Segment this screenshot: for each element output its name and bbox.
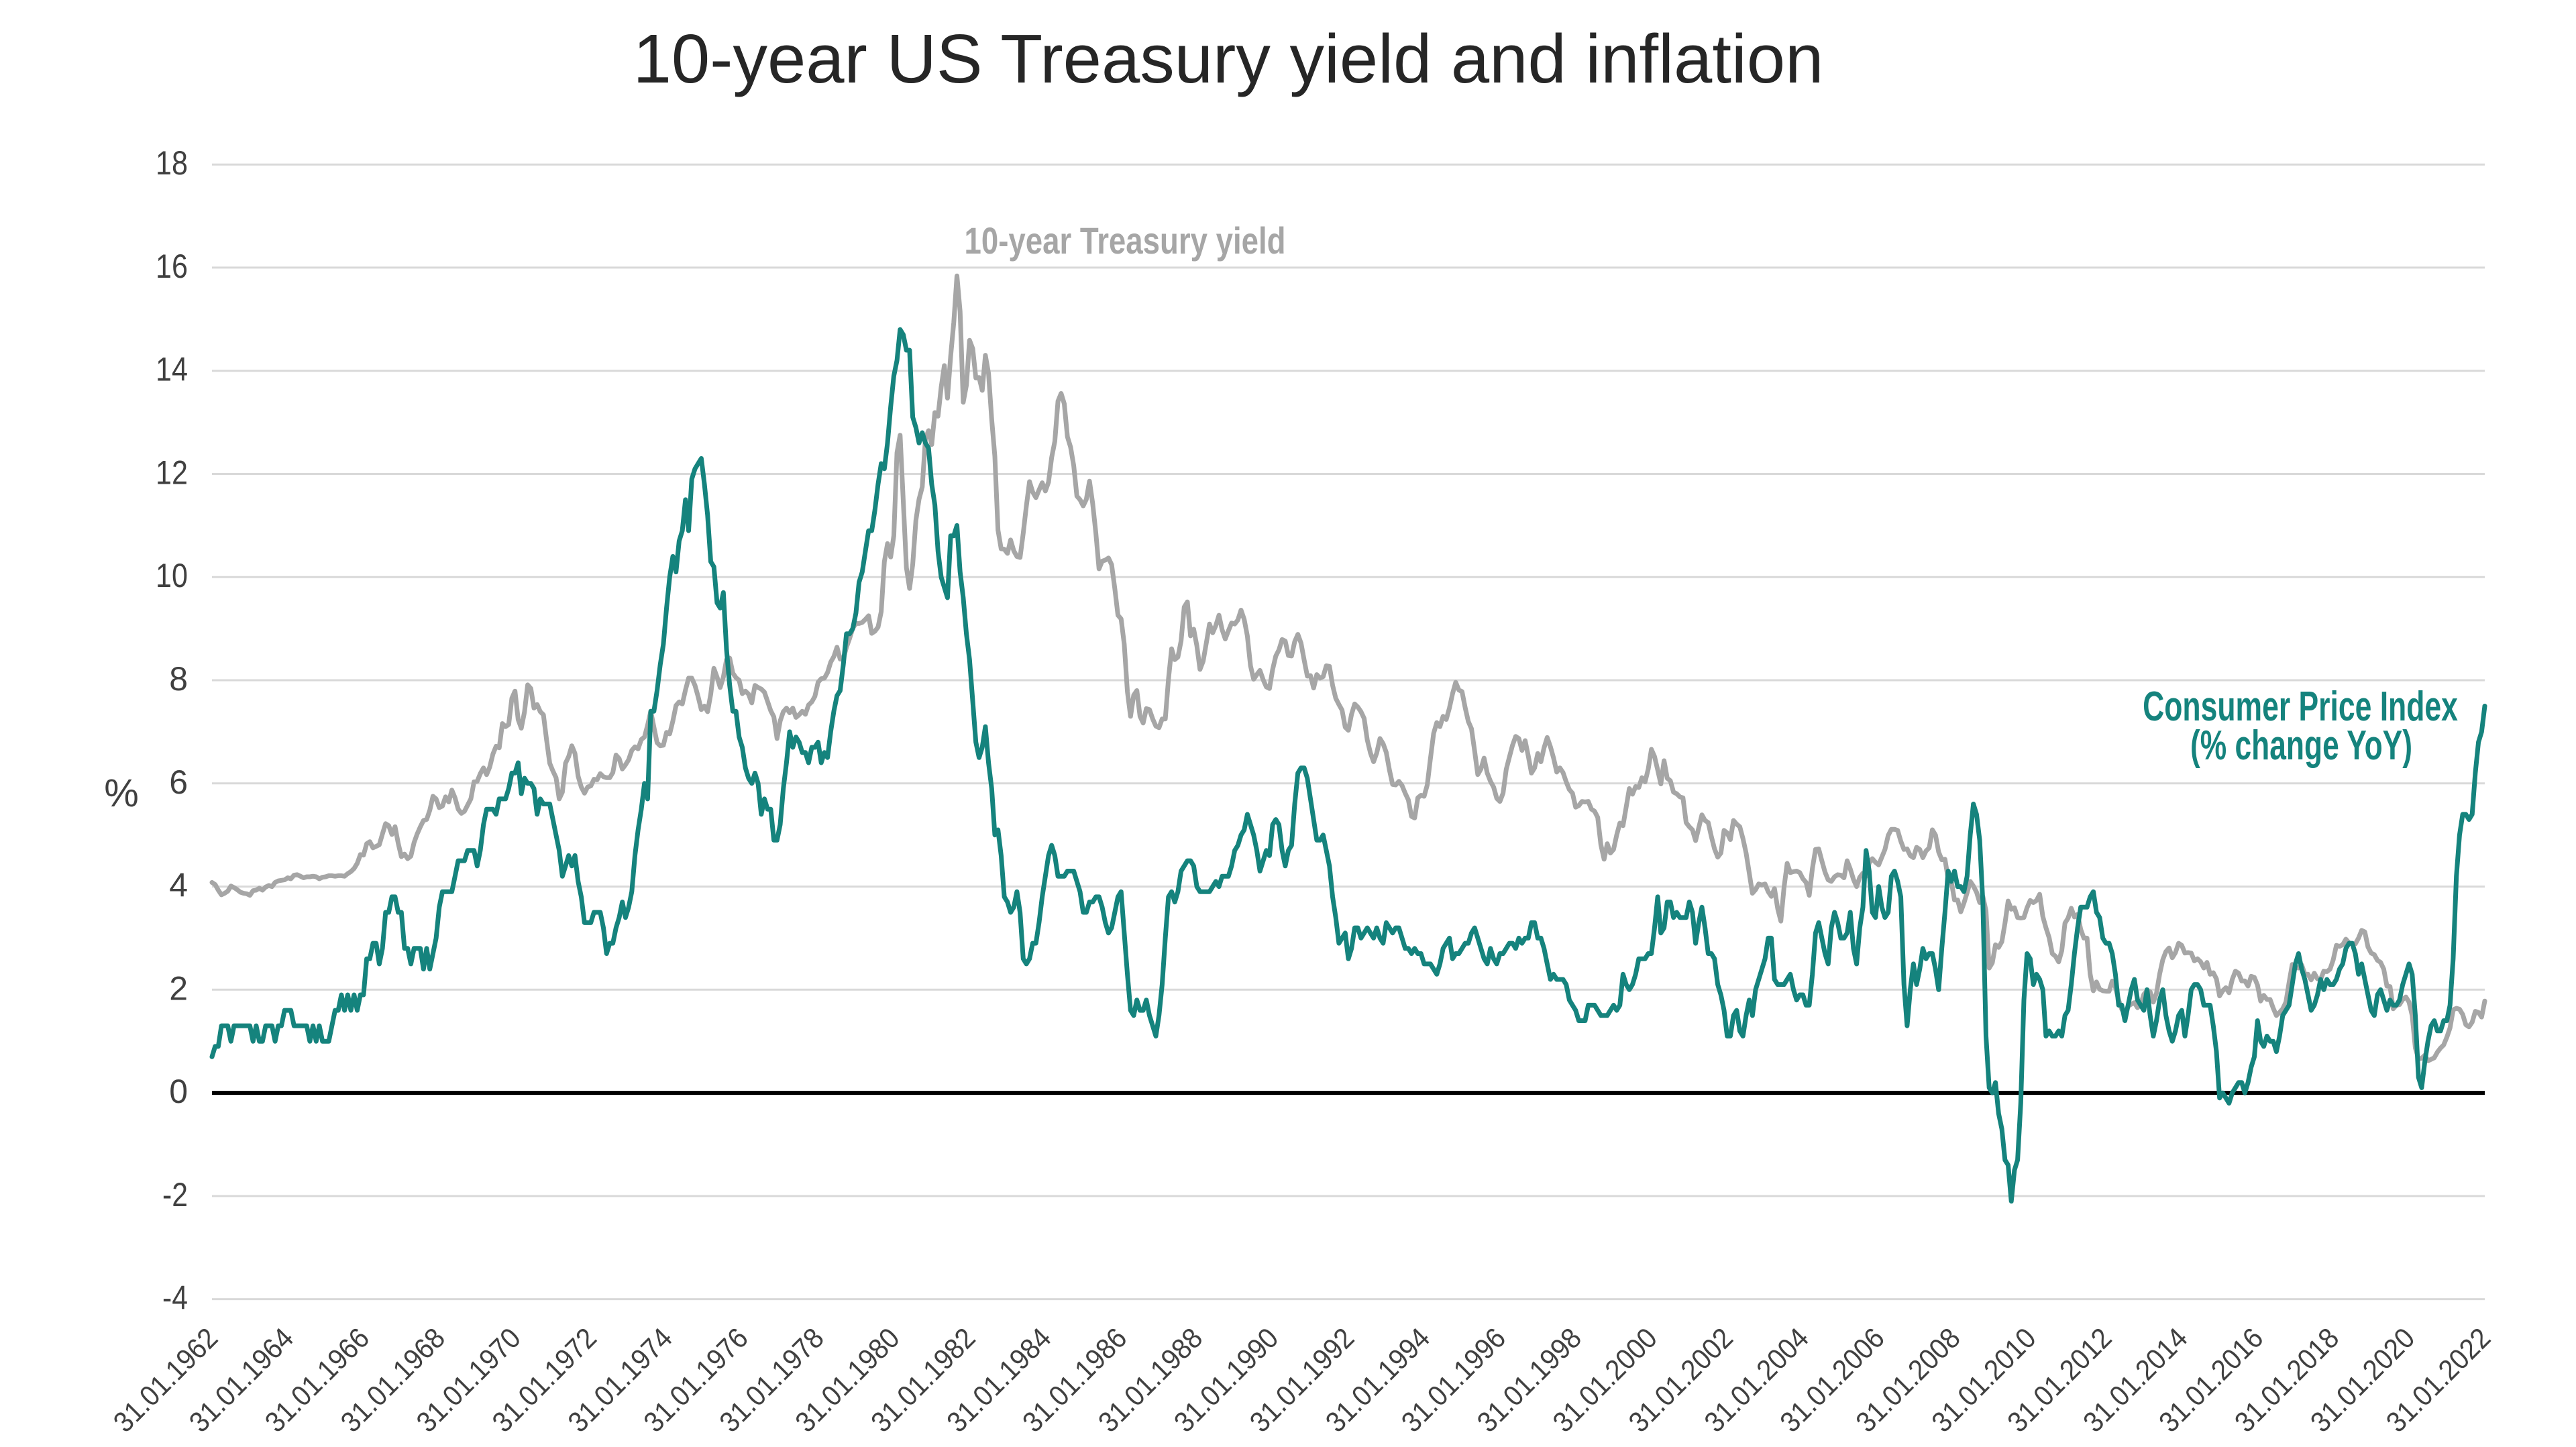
svg-text:10: 10 xyxy=(156,557,188,594)
svg-text:6: 6 xyxy=(169,763,188,801)
svg-text:%: % xyxy=(104,771,139,815)
svg-text:10-year US Treasury yield and: 10-year US Treasury yield and inflation xyxy=(633,20,1824,97)
svg-text:Consumer Price Index: Consumer Price Index xyxy=(2143,684,2458,730)
svg-text:14: 14 xyxy=(156,351,188,388)
svg-text:2: 2 xyxy=(169,969,188,1007)
svg-text:0: 0 xyxy=(169,1073,188,1110)
svg-text:18: 18 xyxy=(156,144,188,182)
svg-text:8: 8 xyxy=(169,660,188,698)
svg-text:16: 16 xyxy=(156,248,188,285)
svg-text:-4: -4 xyxy=(162,1279,188,1317)
svg-text:4: 4 xyxy=(169,867,188,904)
svg-text:10-year Treasury yield: 10-year Treasury yield xyxy=(965,220,1286,262)
svg-text:12: 12 xyxy=(156,454,188,492)
svg-text:-2: -2 xyxy=(162,1176,188,1214)
svg-text:(% change YoY): (% change YoY) xyxy=(2190,722,2412,769)
